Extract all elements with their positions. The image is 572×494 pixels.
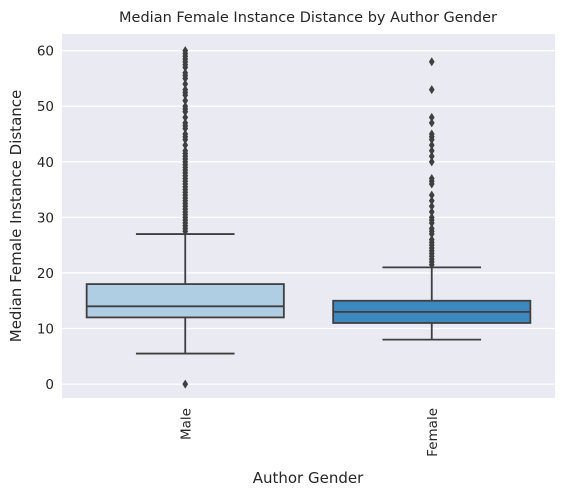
y-tick-label: 30 [37, 210, 54, 226]
outlier-point [182, 129, 189, 139]
x-tick-label: Male [178, 408, 194, 440]
outlier-point [428, 224, 435, 234]
outlier-point [428, 207, 435, 217]
outlier-point [428, 196, 435, 206]
y-tick-label: 40 [37, 155, 54, 171]
outlier-point [428, 129, 435, 139]
outlier-point [428, 212, 435, 222]
outlier-point [428, 201, 435, 211]
box-group-female [332, 57, 532, 341]
x-tick-labels: Male Female [178, 408, 441, 457]
outlier-point [182, 118, 189, 128]
outlier-point [182, 96, 189, 106]
y-axis-label: Median Female Instance Distance [7, 90, 25, 343]
outlier-point [182, 379, 189, 389]
plot-area [62, 34, 555, 398]
outlier-point [428, 157, 435, 167]
outlier-point [182, 112, 189, 122]
box-group-male [85, 46, 285, 389]
y-tick-label: 60 [37, 44, 54, 60]
outlier-point [428, 140, 435, 150]
outlier-point [182, 140, 189, 150]
grid-lines [62, 50, 555, 385]
outlier-point [182, 85, 189, 95]
chart-title: Median Female Instance Distance by Autho… [119, 10, 497, 26]
outlier-point [428, 151, 435, 161]
y-tick-label: 0 [45, 377, 54, 393]
boxes [85, 46, 532, 389]
y-tick-label: 20 [37, 266, 54, 282]
outlier-point [428, 235, 435, 245]
outlier-point [182, 46, 189, 56]
x-axis-label: Author Gender [253, 469, 364, 487]
x-tick-label: Female [425, 408, 441, 457]
outlier-point [182, 101, 189, 111]
outlier-point [182, 146, 189, 156]
outlier-point [428, 112, 435, 122]
y-tick-label: 10 [37, 322, 54, 338]
outlier-point [182, 68, 189, 78]
y-tick-label: 50 [37, 99, 54, 115]
box-iqr [85, 283, 285, 319]
outlier-point [428, 146, 435, 156]
outlier-point [182, 79, 189, 89]
outlier-point [428, 57, 435, 67]
outlier-point [428, 190, 435, 200]
y-tick-labels: 0 10 20 30 40 50 60 [37, 44, 54, 393]
outlier-point [428, 173, 435, 183]
outlier-point [428, 118, 435, 128]
outlier-point [428, 85, 435, 95]
